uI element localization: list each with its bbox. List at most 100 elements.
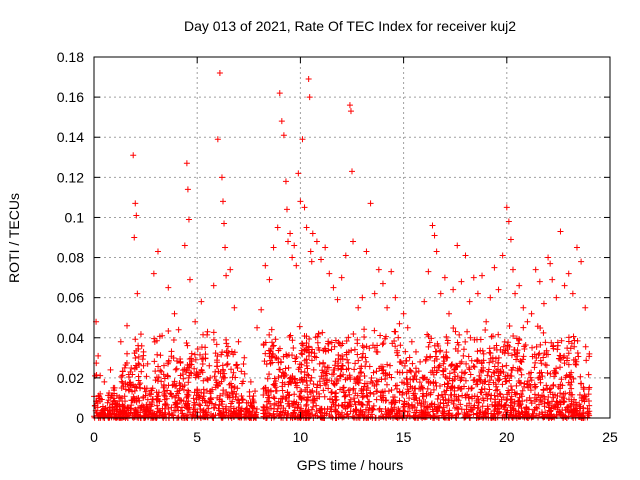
background-point [164, 373, 171, 380]
background-point [351, 376, 358, 383]
background-point [536, 369, 543, 376]
background-point [357, 376, 364, 383]
background-point [565, 338, 572, 345]
background-point [444, 383, 451, 390]
background-point [316, 378, 323, 385]
data-point [536, 278, 543, 285]
background-point [436, 404, 443, 411]
background-point [216, 380, 223, 387]
data-point [359, 294, 366, 301]
background-point [131, 384, 138, 391]
background-point [316, 390, 323, 397]
background-point [216, 402, 223, 409]
background-point [339, 340, 346, 347]
background-point [363, 358, 370, 365]
background-point [317, 405, 324, 412]
background-point [388, 405, 395, 412]
background-point [404, 412, 411, 419]
background-point [292, 380, 299, 387]
background-point [137, 331, 144, 338]
background-point [310, 393, 317, 400]
background-point [181, 382, 188, 389]
background-point [435, 363, 442, 370]
background-point [433, 414, 440, 421]
background-point [567, 374, 574, 381]
background-point [450, 325, 457, 332]
data-point [95, 352, 102, 359]
background-point [298, 340, 305, 347]
background-point [402, 348, 409, 355]
y-tick-label: 0.12 [57, 169, 84, 185]
background-point [370, 406, 377, 413]
background-point [270, 342, 277, 349]
background-point [266, 412, 273, 419]
background-point [509, 386, 516, 393]
background-point [328, 389, 335, 396]
data-point [470, 274, 477, 281]
background-point [326, 396, 333, 403]
background-point [271, 405, 278, 412]
background-point [143, 373, 150, 380]
background-point [470, 363, 477, 370]
x-tick-label: 25 [602, 429, 618, 445]
background-point [542, 361, 549, 368]
background-point [564, 345, 571, 352]
background-point [516, 365, 523, 372]
background-point [302, 346, 309, 353]
data-point [388, 268, 395, 275]
background-point [188, 355, 195, 362]
background-point [165, 359, 172, 366]
data-point [431, 232, 438, 239]
background-point [264, 375, 271, 382]
background-point [360, 350, 367, 357]
background-point [310, 381, 317, 388]
background-point [533, 343, 540, 350]
background-point [165, 382, 172, 389]
data-point [293, 262, 300, 269]
background-point [495, 366, 502, 373]
background-point [561, 353, 568, 360]
background-point [529, 344, 536, 351]
background-point [104, 399, 111, 406]
background-point [290, 400, 297, 407]
background-point [508, 366, 515, 373]
background-point [277, 408, 284, 415]
background-point [453, 393, 460, 400]
background-point [301, 369, 308, 376]
background-point [563, 372, 570, 379]
background-point [388, 387, 395, 394]
background-point [561, 360, 568, 367]
data-point [549, 276, 556, 283]
background-point [414, 399, 421, 406]
background-point [223, 336, 230, 343]
background-point [564, 403, 571, 410]
background-point [495, 377, 502, 384]
background-point [554, 346, 561, 353]
background-point [335, 363, 342, 370]
background-point [363, 387, 370, 394]
background-point [577, 373, 584, 380]
background-point [164, 372, 171, 379]
background-point [186, 356, 193, 363]
data-point [134, 290, 141, 297]
background-point [278, 358, 285, 365]
y-tick-label: 0.14 [57, 129, 84, 145]
background-point [301, 374, 308, 381]
background-point [454, 364, 461, 371]
background-point [419, 374, 426, 381]
background-point [117, 395, 124, 402]
background-point [467, 406, 474, 413]
background-point [275, 373, 282, 380]
background-point [183, 367, 190, 374]
data-point [379, 280, 386, 287]
background-point [141, 406, 148, 413]
background-point [223, 349, 230, 356]
background-point [370, 369, 377, 376]
background-point [197, 351, 204, 358]
background-point [479, 395, 486, 402]
background-point [241, 354, 248, 361]
background-point [420, 393, 427, 400]
background-point [281, 381, 288, 388]
background-point [261, 410, 268, 417]
background-point [433, 348, 440, 355]
